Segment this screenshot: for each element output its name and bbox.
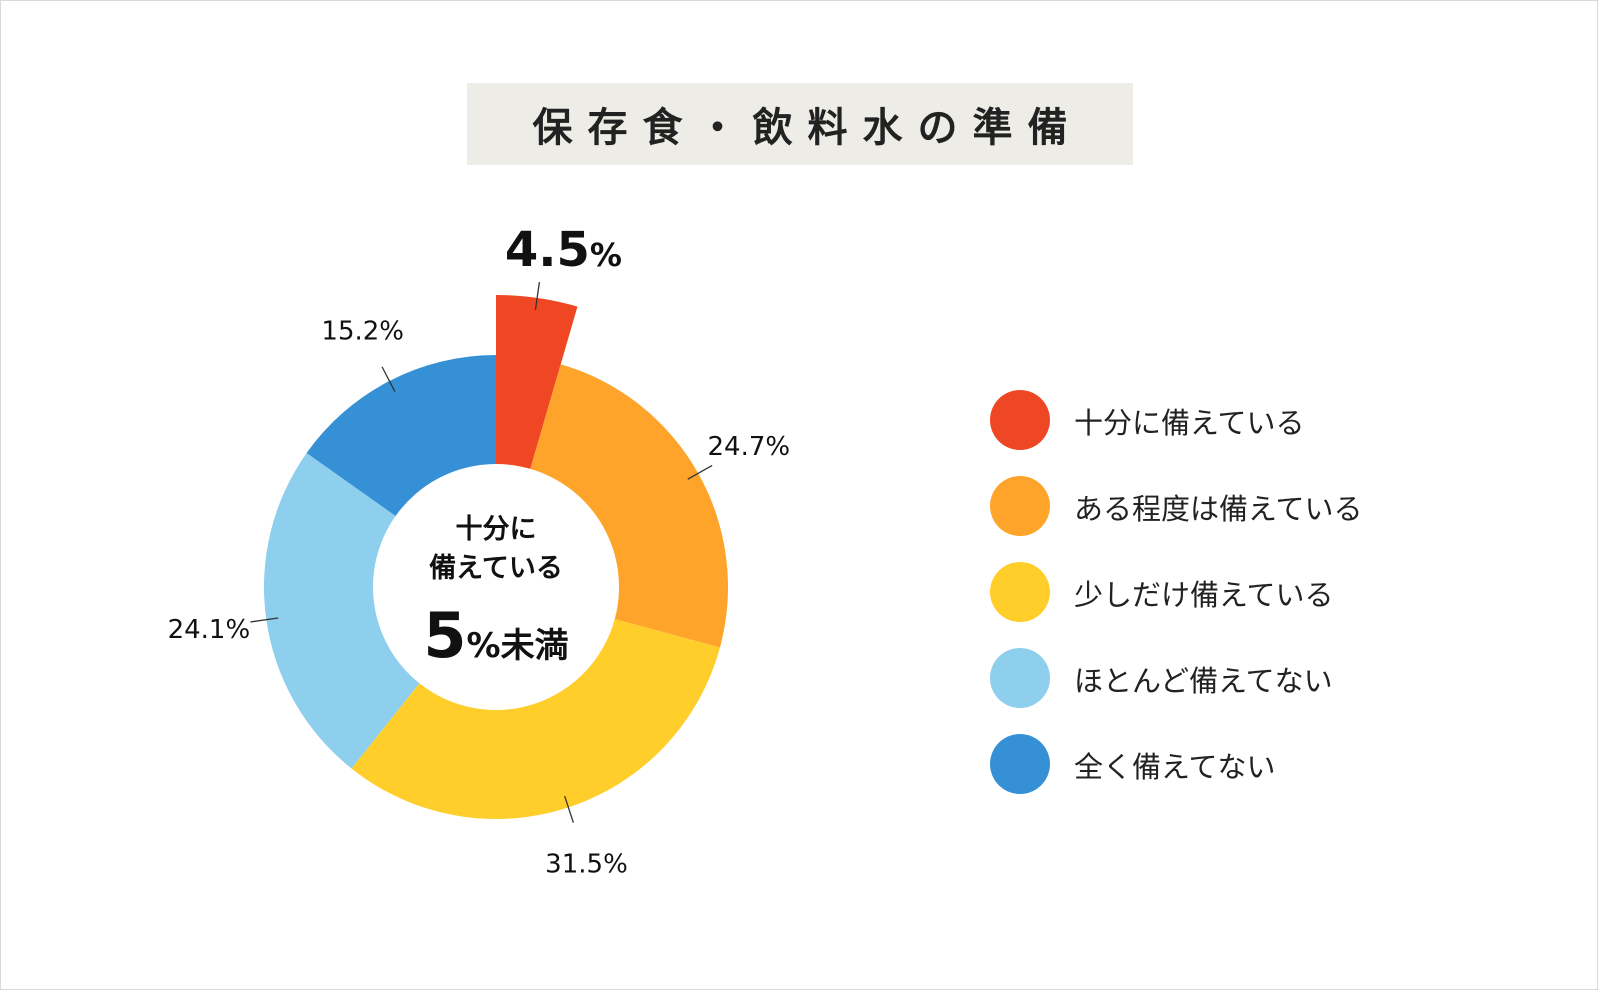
donut-slices <box>264 295 729 819</box>
legend-swatch-somewhat <box>990 476 1050 536</box>
leader-line-hardly <box>250 617 279 623</box>
slice-fully <box>496 295 578 469</box>
value-label-somewhat: 24.7% <box>707 432 790 462</box>
legend-label-somewhat: ある程度は備えている <box>1074 492 1363 526</box>
slice-hardly <box>264 453 420 769</box>
slice-none <box>306 355 496 516</box>
center-suffix: %未満 <box>467 626 569 666</box>
legend-item-fully: 十分に備えている <box>990 390 1450 450</box>
value-label-hardly: 24.1% <box>168 615 251 645</box>
legend-label-none: 全く備えてない <box>1074 750 1276 784</box>
leader-line-somewhat <box>687 464 713 480</box>
slice-somewhat <box>530 364 729 648</box>
center-big-value: 5%未満 <box>423 599 568 672</box>
legend-label-slightly: 少しだけ備えている <box>1074 578 1334 612</box>
legend-label-hardly: ほとんど備えてない <box>1074 664 1333 698</box>
legend-swatch-hardly <box>990 648 1050 708</box>
legend-label-fully: 十分に備えている <box>1074 406 1305 440</box>
legend-item-hardly: ほとんど備えてない <box>990 648 1450 708</box>
legend-item-somewhat: ある程度は備えている <box>990 476 1450 536</box>
value-label-slightly: 31.5% <box>545 850 628 880</box>
leader-lines <box>250 281 713 823</box>
legend-swatch-fully <box>990 390 1050 450</box>
center-big-number: 5 <box>423 599 466 672</box>
leader-line-none <box>381 366 396 392</box>
center-line-1: 十分に <box>456 514 537 545</box>
legend-swatch-slightly <box>990 562 1050 622</box>
value-labels: 4.5% 24.7% 31.5% 24.1% 15.2% <box>168 222 791 879</box>
legend-item-slightly: 少しだけ備えている <box>990 562 1450 622</box>
leader-line-fully <box>534 281 541 310</box>
legend-swatch-none <box>990 734 1050 794</box>
slice-slightly <box>351 619 720 819</box>
center-text: 十分に 備えている 5%未満 <box>423 514 568 672</box>
leader-line-slightly <box>564 795 574 823</box>
value-label-fully: 4.5% <box>505 222 622 278</box>
chart-title-box: 保存食・飲料水の準備 <box>467 83 1133 165</box>
value-label-none: 15.2% <box>321 316 404 346</box>
center-line-2: 備えている <box>429 552 563 584</box>
legend-item-none: 全く備えてない <box>990 734 1450 794</box>
chart-title: 保存食・飲料水の準備 <box>532 105 1083 151</box>
